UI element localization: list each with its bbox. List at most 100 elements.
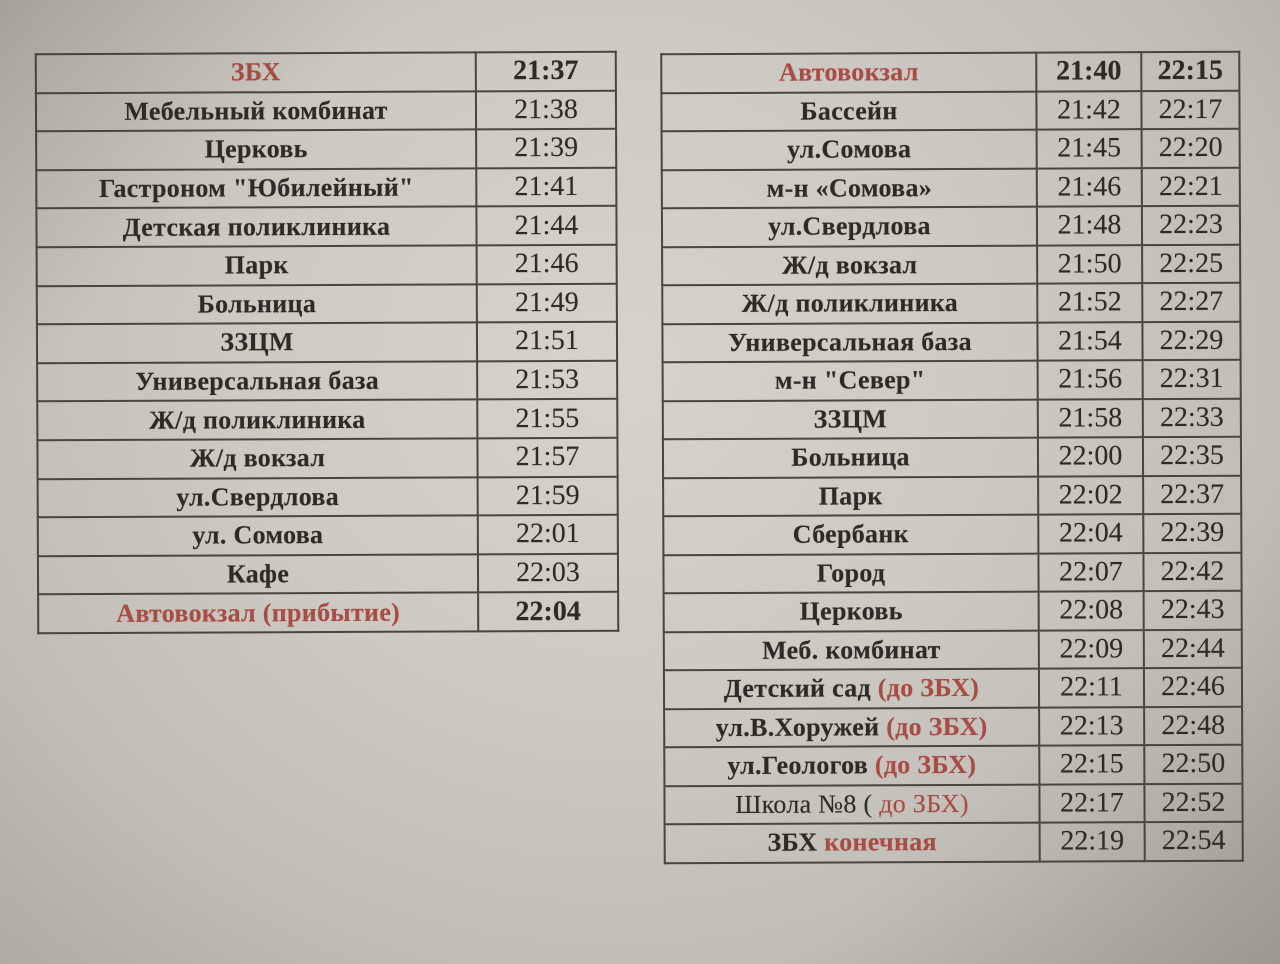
time-cell: 21:42 <box>1036 90 1142 130</box>
stop-name-red: (до ЗБХ) <box>877 673 980 703</box>
stop-name: Школа №8 ( <box>735 789 880 819</box>
stop-cell: Больница <box>662 437 1039 478</box>
stop-name: м-н "Север" <box>774 365 926 396</box>
time-cell: 21:46 <box>476 244 617 284</box>
time-cell: 21:49 <box>476 283 617 323</box>
time-cell: 21:39 <box>476 128 617 169</box>
stop-name: Меб. комбинат <box>761 634 941 665</box>
stop-name: Универсальная база <box>135 365 380 396</box>
stop-cell: Универсальная база <box>662 322 1038 363</box>
stop-name: ул.Геологов <box>727 750 875 781</box>
time-cell: 22:48 <box>1144 706 1243 746</box>
table-row: ул. Сомова 22:01 <box>37 514 618 556</box>
stop-cell: Автовокзал (прибытие) <box>38 592 479 634</box>
stop-name-red: (до ЗБХ) <box>874 750 977 780</box>
stop-cell: Гастроном "Юбилейный" <box>36 168 477 209</box>
stop-cell: ул.Геологов (до ЗБХ) <box>664 745 1040 786</box>
time-cell: 21:48 <box>1036 206 1143 246</box>
time-cell: 22:11 <box>1038 668 1145 708</box>
stop-name: ул.В.Хоружей <box>715 712 887 742</box>
stop-name: Больница <box>791 442 910 472</box>
stop-name: Церковь <box>799 596 903 626</box>
stop-cell: Школа №8 ( до ЗБХ) <box>664 784 1040 825</box>
table-row: Ж/д поликлиника 21:52 22:27 <box>662 282 1241 324</box>
stop-cell: Церковь <box>663 591 1039 632</box>
time-cell: 21:45 <box>1036 129 1142 169</box>
time-cell: 22:31 <box>1142 359 1241 399</box>
stop-name: Гастроном "Юбилейный" <box>98 172 414 204</box>
time-cell: 21:51 <box>476 321 618 362</box>
stop-name: Ж/д вокзал <box>781 249 918 280</box>
time-cell: 21:54 <box>1037 321 1143 361</box>
stop-cell: Больница <box>36 283 477 325</box>
table-row: Парк 22:02 22:37 <box>663 475 1242 517</box>
time-cell: 22:15 <box>1141 51 1240 91</box>
time-cell: 22:46 <box>1143 667 1243 707</box>
time-cell: 21:53 <box>477 360 618 400</box>
time-cell: 21:56 <box>1037 360 1143 400</box>
stop-name: Парк <box>818 481 883 511</box>
time-cell: 21:40 <box>1036 52 1142 92</box>
stop-name-red: Автовокзал (прибытие) <box>116 597 401 628</box>
stop-cell: ул. Сомова <box>37 515 478 556</box>
time-cell: 22:17 <box>1039 783 1145 823</box>
stop-name: ул.Сомова <box>786 134 912 164</box>
time-cell: 22:35 <box>1142 436 1242 476</box>
stop-name: Бассейн <box>800 95 898 126</box>
stop-name: Ж/д вокзал <box>189 443 326 473</box>
table-row: Меб. комбинат 22:09 22:44 <box>663 629 1242 671</box>
time-cell: 22:19 <box>1039 822 1145 862</box>
stop-name-red: до ЗБХ) <box>879 788 969 819</box>
time-cell: 21:59 <box>477 476 618 516</box>
table-row: ул.В.Хоружей (до ЗБХ) 22:13 22:48 <box>664 706 1243 748</box>
time-cell: 21:41 <box>476 167 617 207</box>
stop-cell: ул.Свердлова <box>661 206 1038 247</box>
stop-cell: Детская поликлиника <box>36 206 477 248</box>
table-row: ул.Геологов (до ЗБХ) 22:15 22:50 <box>664 744 1243 786</box>
stop-cell: ЗЗЦМ <box>36 322 478 364</box>
stop-cell: м-н «Сомова» <box>661 168 1037 209</box>
table-row: Детский сад (до ЗБХ) 22:11 22:46 <box>663 667 1243 709</box>
stop-name: Ж/д поликлиника <box>149 404 366 435</box>
timetable-from-zbh: ЗБХ 21:37 Мебельный комбинат 21:38 Церковь 21… <box>35 51 620 634</box>
time-cell: 22:43 <box>1143 590 1242 630</box>
time-cell: 22:03 <box>477 553 619 593</box>
time-cell: 21:38 <box>475 90 617 130</box>
stop-name: ул. Сомова <box>192 520 324 551</box>
stop-name: м-н «Сомова» <box>766 172 933 203</box>
table-row: Город 22:07 22:42 <box>663 552 1242 594</box>
time-cell: 22:44 <box>1143 629 1242 669</box>
stop-name: ЗБХ <box>767 827 825 858</box>
table-row: Гастроном "Юбилейный" 21:41 <box>36 167 617 209</box>
stop-cell: ЗБХ конечная <box>664 822 1040 863</box>
table-row: Больница 22:00 22:35 <box>662 436 1242 478</box>
stop-cell: ЗБХ <box>35 52 476 93</box>
stop-cell: Мебельный комбинат <box>35 90 477 132</box>
table-row: Кафе 22:03 <box>37 553 619 595</box>
time-cell: 22:04 <box>478 592 619 632</box>
time-cell: 21:52 <box>1037 283 1143 323</box>
time-cell: 22:39 <box>1143 513 1242 553</box>
table-row: Сбербанк 22:04 22:39 <box>663 513 1242 555</box>
table-row: Парк 21:46 <box>36 244 617 286</box>
stop-cell: ул.Свердлова <box>37 476 478 518</box>
time-cell: 22:17 <box>1141 90 1240 130</box>
stop-cell: Меб. комбинат <box>663 630 1039 671</box>
stop-cell: Детский сад (до ЗБХ) <box>663 668 1040 709</box>
time-cell: 22:20 <box>1141 128 1240 168</box>
time-cell: 22:15 <box>1039 745 1145 785</box>
stop-name-red: Автовокзал <box>778 57 919 88</box>
time-cell: 21:37 <box>475 51 616 91</box>
stop-name: Кафе <box>226 559 290 589</box>
time-cell: 22:23 <box>1141 205 1241 245</box>
time-cell: 22:00 <box>1037 437 1144 477</box>
table-row: Ж/д вокзал 21:50 22:25 <box>662 244 1241 286</box>
table-row: м-н «Сомова» 21:46 22:21 <box>661 167 1240 209</box>
timetable-from-avtovokzal: Автовокзал 21:40 22:15 Бассейн 21:42 22:17 ул.… <box>660 51 1244 864</box>
stop-name: Город <box>816 558 886 588</box>
time-cell: 22:33 <box>1142 398 1241 438</box>
table-row: Универсальная база 21:54 22:29 <box>662 321 1241 363</box>
stop-name: Детская поликлиника <box>122 211 391 242</box>
time-cell: 22:01 <box>477 514 618 555</box>
table-row: ул.Свердлова 21:48 22:23 <box>661 205 1241 247</box>
